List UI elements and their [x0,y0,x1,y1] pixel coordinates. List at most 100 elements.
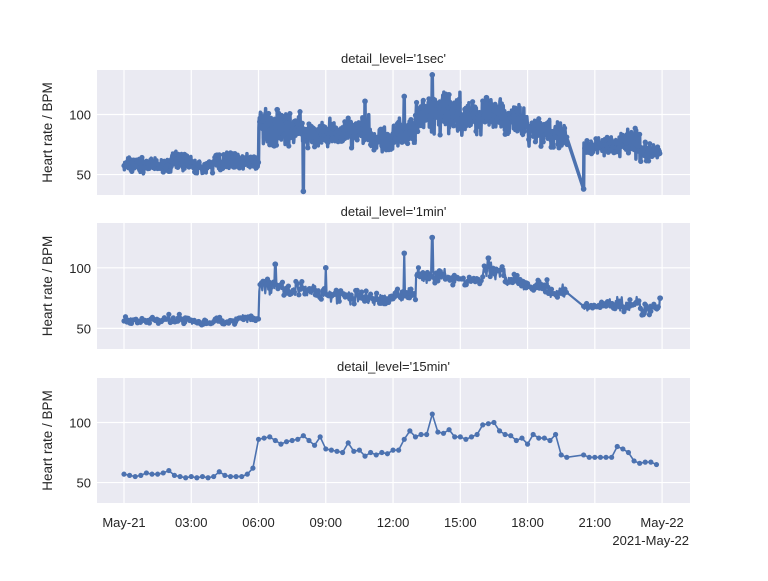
data-point [484,118,490,124]
data-point [180,165,187,171]
data-point [411,290,417,297]
data-point [452,104,458,110]
data-point [313,141,319,147]
spike-point [401,93,408,100]
data-point [405,140,411,147]
data-point [532,139,539,145]
data-point [481,113,487,119]
data-point [541,282,547,288]
y-tick-label: 50 [77,476,91,491]
data-point [435,278,441,284]
data-point [486,106,493,113]
data-point [368,291,374,297]
data-point [614,443,620,450]
data-point [166,467,172,474]
data-point [336,130,342,136]
data-point [318,296,324,302]
data-point [554,129,560,135]
data-point [526,136,532,143]
data-point [351,301,357,307]
data-point [480,98,486,104]
data-point [561,125,568,131]
data-point [420,97,426,103]
data-point [354,137,360,143]
data-point [535,277,541,283]
data-point [631,458,637,464]
data-point [189,159,195,165]
data-point [415,265,422,271]
data-point [410,122,416,129]
data-point [262,115,268,121]
data-point [261,435,267,441]
data-point [310,125,317,131]
x-tick-label: 15:00 [444,515,477,530]
data-point [175,164,181,170]
y-tick-label: 50 [77,321,91,336]
data-point [362,453,368,459]
data-point [188,473,194,480]
data-point [370,135,376,142]
data-point [183,475,189,481]
data-point [625,449,632,456]
data-point [637,305,644,311]
data-point [642,139,648,145]
data-point [648,308,654,314]
data-point [211,473,217,480]
data-point [146,320,153,326]
data-point [514,272,520,279]
data-point [641,152,647,159]
data-point [430,274,436,280]
data-point [359,289,365,295]
data-point [633,135,639,141]
data-point [547,133,553,139]
data-point [273,142,280,148]
data-point [283,120,290,126]
data-point [294,280,300,287]
data-point [581,452,587,458]
data-point [155,471,161,477]
data-point [442,113,448,120]
data-point [205,475,211,481]
data-point [511,113,517,119]
data-point [354,287,360,293]
data-point [424,104,430,110]
data-point [363,288,369,294]
x-tick-label: 03:00 [175,515,208,530]
data-point [379,294,386,300]
data-point [625,150,632,156]
data-point [418,431,424,438]
data-point [385,299,392,306]
data-point [373,290,380,296]
data-point [139,154,145,161]
data-point [438,118,444,124]
data-point [383,147,389,153]
data-point [558,452,564,458]
data-point [637,131,643,137]
data-point [319,128,326,134]
data-point [501,272,507,279]
data-point [253,165,259,171]
data-point [426,96,432,102]
data-point [547,437,553,444]
subplot-title: detail_level='1min' [341,204,447,219]
data-point [255,159,262,165]
data-point [196,159,202,165]
data-point [352,129,358,136]
data-point [177,473,183,480]
data-point [519,435,525,441]
data-point [267,434,273,440]
data-point [254,155,260,161]
data-point [592,454,598,460]
data-point [396,447,402,453]
data-point [299,278,305,285]
data-point [609,454,615,460]
data-point [171,472,178,478]
data-point [613,303,620,310]
data-point [366,130,373,136]
data-point [484,264,490,270]
data-point [266,110,272,117]
data-point [521,128,527,135]
data-point [255,436,262,442]
data-point [222,472,228,478]
